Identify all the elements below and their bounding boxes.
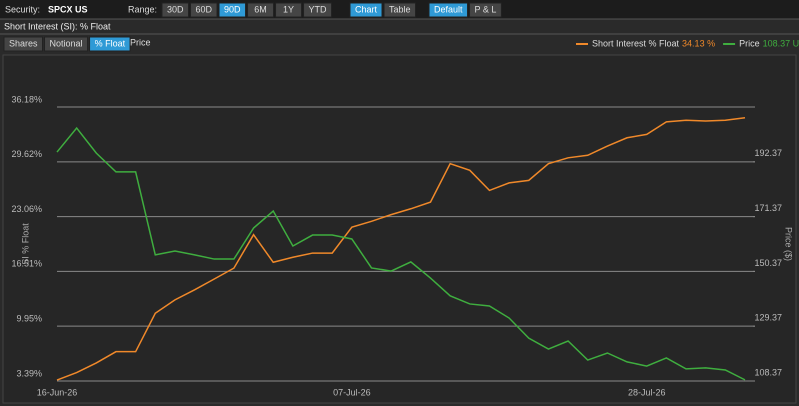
range-button-bg[interactable] bbox=[161, 2, 190, 18]
unit-button-bg[interactable] bbox=[89, 36, 131, 52]
view-button[interactable]: Table bbox=[389, 4, 411, 14]
range-button[interactable]: YTD bbox=[309, 4, 328, 14]
plot-panel bbox=[2, 54, 797, 404]
range-button[interactable]: 90D bbox=[224, 4, 241, 14]
x-tick-label: 07-Jul-26 bbox=[333, 387, 371, 397]
y-tick-label: 16.51% bbox=[11, 259, 42, 269]
y2-tick-label: 150.37 bbox=[754, 258, 782, 268]
view-button-bg[interactable] bbox=[349, 2, 383, 18]
x-tick-label: 28-Jul-26 bbox=[628, 387, 666, 397]
range-label: Range: bbox=[128, 4, 157, 14]
mode-button[interactable]: P & L bbox=[475, 4, 497, 14]
unit-button-bg[interactable] bbox=[3, 36, 44, 52]
range-button-bg[interactable] bbox=[218, 2, 247, 18]
unit-button[interactable]: Shares bbox=[9, 38, 38, 48]
panel-title: Short Interest (SI): % Float bbox=[4, 21, 111, 31]
y2-axis-title: Price ($) bbox=[784, 227, 794, 261]
y-tick-label: 9.95% bbox=[16, 314, 42, 324]
view-button-bg[interactable] bbox=[383, 2, 417, 18]
y-tick-label: 23.06% bbox=[11, 204, 42, 214]
range-button-bg[interactable] bbox=[275, 2, 303, 18]
security: SPCX US bbox=[48, 4, 88, 14]
series-line bbox=[56, 116, 746, 381]
y2-tick-label: 192.37 bbox=[754, 148, 782, 158]
range-button-bg[interactable] bbox=[303, 2, 333, 18]
y-tick-label: 3.39% bbox=[16, 368, 42, 378]
legend-value: 34.13 % bbox=[682, 38, 715, 48]
unit-button[interactable]: Notional bbox=[50, 38, 83, 48]
range-button-bg[interactable] bbox=[190, 2, 218, 18]
legend-label: Price bbox=[739, 38, 760, 48]
legend-value: 108.37 USD bbox=[763, 38, 799, 48]
x-tick-label: 16-Jun-26 bbox=[37, 387, 78, 397]
mode-button[interactable]: Default bbox=[434, 4, 463, 14]
unit-button-bg[interactable] bbox=[44, 36, 89, 52]
y-tick-label: 29.62% bbox=[11, 149, 42, 159]
legend-label: Short Interest % Float bbox=[592, 38, 680, 48]
unit-button[interactable]: % Float bbox=[95, 38, 126, 48]
series-line bbox=[56, 126, 746, 381]
price-toggle[interactable]: Price bbox=[130, 37, 151, 47]
y2-tick-label: 171.37 bbox=[754, 203, 782, 213]
y-tick-label: 36.18% bbox=[11, 94, 42, 104]
range-button[interactable]: 60D bbox=[196, 4, 213, 14]
y2-tick-label: 108.37 bbox=[754, 367, 782, 377]
range-button[interactable]: 6M bbox=[254, 4, 267, 14]
view-button[interactable]: Chart bbox=[355, 4, 378, 14]
security-label: Security: bbox=[5, 4, 40, 14]
range-button[interactable]: 30D bbox=[167, 4, 184, 14]
y-axis-title: SI % Float bbox=[20, 223, 30, 265]
range-button-bg[interactable] bbox=[247, 2, 275, 18]
mode-button-bg[interactable] bbox=[469, 2, 502, 18]
y2-tick-label: 129.37 bbox=[754, 313, 782, 323]
mode-button-bg[interactable] bbox=[428, 2, 469, 18]
range-button[interactable]: 1Y bbox=[283, 4, 294, 14]
